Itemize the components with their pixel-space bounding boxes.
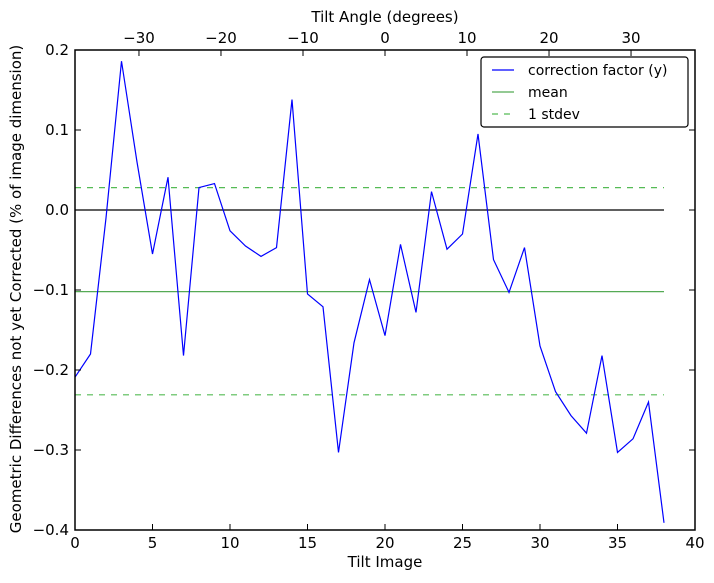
x-tick-label: 35 (608, 534, 627, 552)
x-tick-label: 30 (530, 534, 549, 552)
y-tick-label: −0.4 (33, 521, 69, 539)
top-x-tick-label: 20 (539, 29, 558, 47)
y-tick-label: −0.2 (33, 361, 69, 379)
legend-label-correction: correction factor (y) (528, 63, 667, 79)
x-tick-label: 15 (298, 534, 317, 552)
x-tick-label: 20 (375, 534, 394, 552)
y-tick-label: 0.2 (45, 41, 69, 59)
legend-label-mean: mean (528, 85, 568, 101)
top-x-tick-label: −10 (287, 29, 319, 47)
y-tick-label: −0.3 (33, 441, 69, 459)
y-tick-label: −0.1 (33, 281, 69, 299)
x-tick-label: 10 (220, 534, 239, 552)
top-x-tick-label: −20 (205, 29, 237, 47)
legend-label-stdev: 1 stdev (528, 107, 580, 123)
top-x-tick-label: −30 (123, 29, 155, 47)
plot-lines (74, 61, 665, 523)
ticks: 0 5 10 15 20 25 30 35 40 −0.4 −0.3 −0.2 −0.1 0.0 0.1 0.… (33, 29, 705, 552)
x-tick-label: 25 (453, 534, 472, 552)
x-tick-label: 0 (70, 534, 80, 552)
x-tick-label: 40 (685, 534, 704, 552)
legend-box (480, 56, 689, 128)
top-x-tick-label: 10 (457, 29, 476, 47)
series-line-0 (74, 61, 665, 523)
y-axis-label: Geometric Differences not yet Corrected … (7, 45, 25, 534)
y-tick-label: 0.0 (45, 201, 69, 219)
top-x-tick-label: 0 (380, 29, 390, 47)
top-x-axis-label: Tilt Angle (degrees) (310, 8, 458, 26)
legend: correction factor (y) mean 1 stdev (480, 56, 689, 128)
x-axis-label: Tilt Image (347, 553, 423, 571)
top-x-tick-label: 30 (621, 29, 640, 47)
y-tick-label: 0.1 (45, 121, 69, 139)
x-tick-label: 5 (148, 534, 158, 552)
